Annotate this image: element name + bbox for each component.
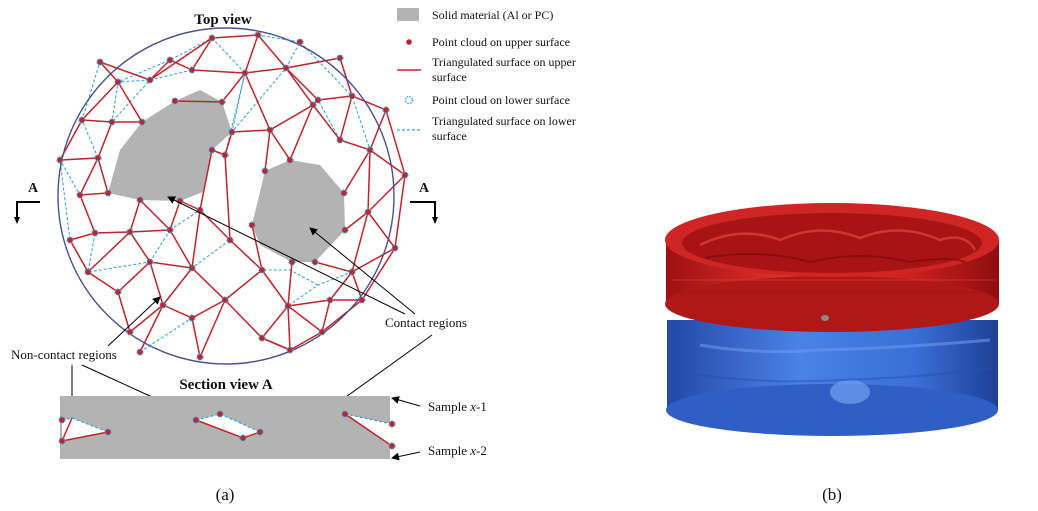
section-view-title: Section view A bbox=[179, 377, 272, 393]
legend-lower-tri-label-1: Triangulated surface on lower bbox=[432, 114, 576, 128]
sample-2-label: Sample x-2 bbox=[428, 443, 487, 458]
legend-upper-tri-label-2: surface bbox=[432, 70, 467, 84]
legend-lower-point-swatch bbox=[404, 95, 414, 105]
sample-1-label: Sample x-1 bbox=[428, 399, 487, 414]
top-view: Top view bbox=[14, 12, 438, 365]
contact-regions-label: Contact regions bbox=[385, 315, 467, 330]
non-contact-regions-label: Non-contact regions bbox=[11, 347, 117, 362]
blue-sample bbox=[666, 320, 998, 436]
section-view: Section view A Sample x-1 Sample x-2 bbox=[58, 377, 487, 461]
legend-lower-tri-label-2: surface bbox=[432, 129, 467, 143]
outer-circle bbox=[57, 27, 395, 365]
red-sample bbox=[665, 203, 999, 332]
section-marker-right: A bbox=[410, 181, 438, 224]
annotations: Contact regions Non-contact regions bbox=[11, 196, 467, 431]
point-cloud bbox=[56, 31, 409, 361]
caption-a: (a) bbox=[216, 485, 235, 504]
svg-text:A: A bbox=[28, 181, 39, 196]
legend: Solid material (Al or PC) Point cloud on… bbox=[397, 8, 576, 143]
top-view-title: Top view bbox=[194, 12, 252, 28]
legend-upper-point-swatch bbox=[406, 39, 412, 45]
legend-upper-points-label: Point cloud on upper surface bbox=[432, 35, 570, 49]
legend-solid-swatch bbox=[397, 8, 419, 21]
render-3d bbox=[665, 203, 999, 436]
legend-solid-label: Solid material (Al or PC) bbox=[432, 8, 553, 22]
contact-region-2 bbox=[252, 160, 345, 262]
svg-text:A: A bbox=[419, 181, 430, 196]
upper-triangulation bbox=[58, 34, 407, 360]
legend-upper-tri-label-1: Triangulated surface on upper bbox=[432, 55, 576, 69]
section-marker-left: A bbox=[14, 181, 40, 224]
legend-lower-points-label: Point cloud on lower surface bbox=[432, 93, 570, 107]
contact-region-1 bbox=[108, 90, 232, 201]
caption-b: (b) bbox=[822, 485, 842, 504]
